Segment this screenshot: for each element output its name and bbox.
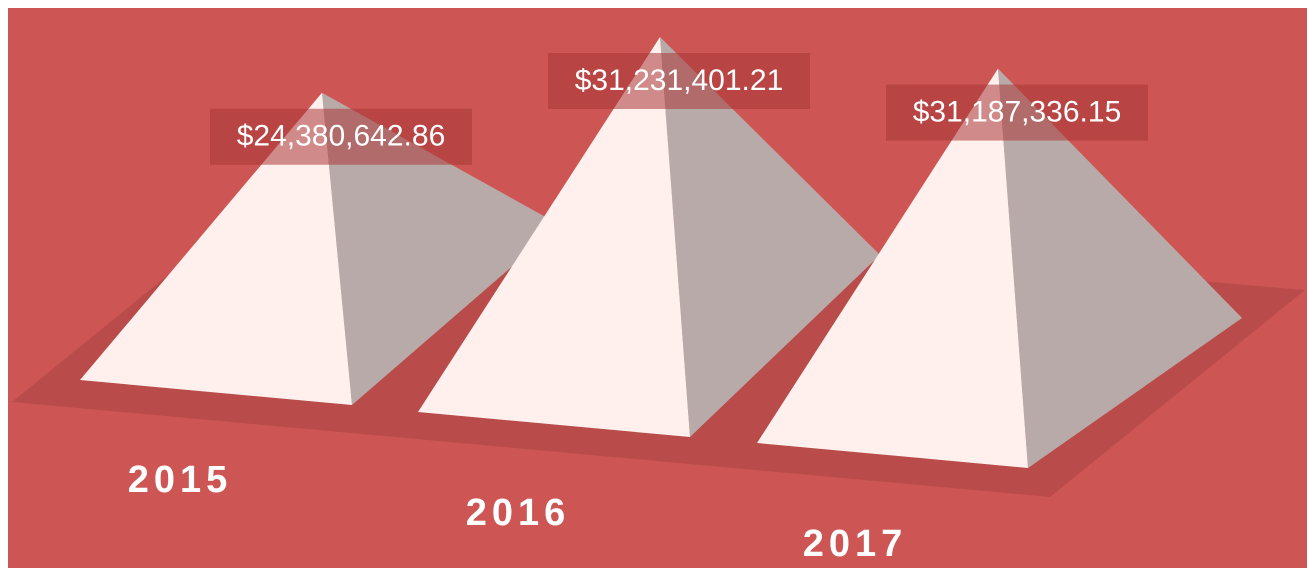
pyramid [757,68,1242,469]
value-label: $24,380,642.86 [237,120,446,153]
pyramid-left-face [757,68,1028,469]
pyramid [80,92,560,405]
value-label-box [210,108,472,165]
pyramid-right-face [322,92,560,405]
pyramid-right-face [998,68,1242,469]
pyramid-right-face [660,37,880,437]
x-tick-label: 2015 [128,459,233,501]
x-tick-label: 2017 [803,523,908,565]
pyramid-left-face [418,37,690,437]
pyramid [418,37,880,437]
value-label: $31,231,401.21 [575,64,784,97]
value-label: $31,187,336.15 [913,95,1122,128]
value-label-box [548,53,810,109]
value-label-box [886,84,1148,141]
x-tick-label: 2016 [466,492,571,534]
pyramid-left-face [80,92,352,405]
